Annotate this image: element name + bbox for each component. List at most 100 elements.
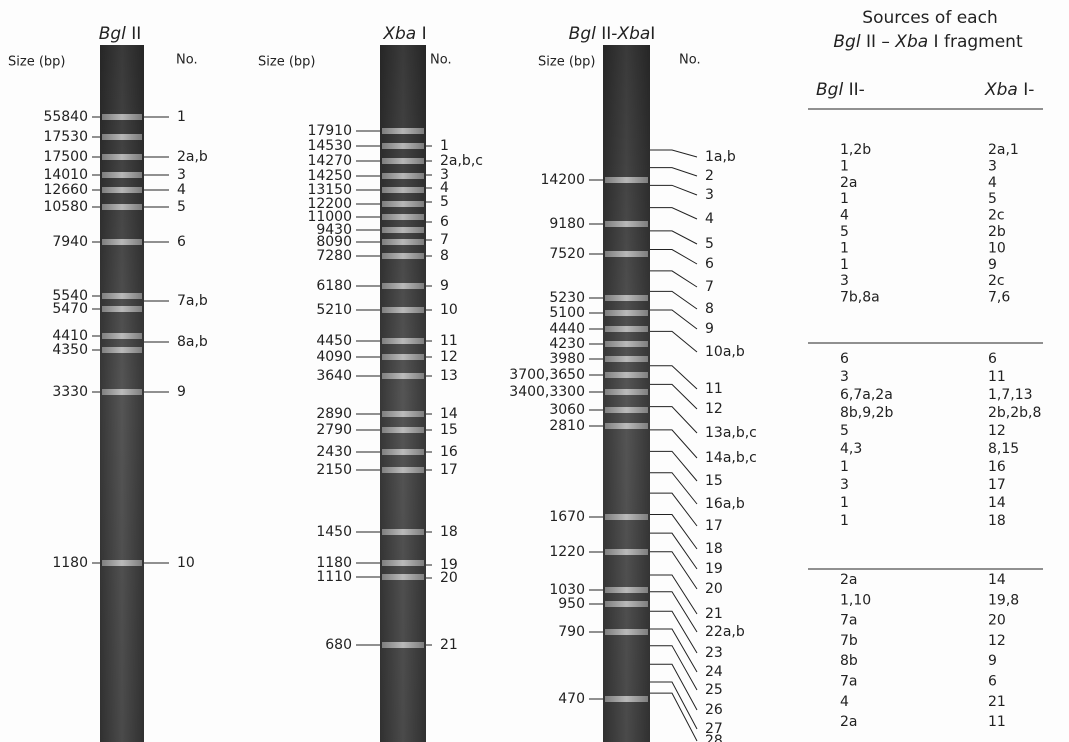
fragment-number: 5 — [440, 194, 449, 210]
size-label: 55840 — [43, 109, 88, 125]
table-cell: 2b,2b,8 — [988, 405, 1041, 421]
fragment-number: 19 — [705, 561, 723, 577]
fragment-number: 16 — [440, 444, 458, 460]
size-label: 470 — [558, 691, 585, 707]
number-header: No. — [679, 53, 701, 68]
table-cell: 14 — [988, 572, 1006, 588]
table-cell: 11 — [988, 714, 1006, 730]
fragment-number: 21 — [705, 606, 723, 622]
size-label: 3060 — [549, 402, 585, 418]
table-cell: 21 — [988, 694, 1006, 710]
number-header: No. — [430, 53, 452, 68]
table-title: Bgl II – Xba I fragment — [833, 32, 1023, 52]
table-cell: 17 — [988, 477, 1006, 493]
size-label: 5210 — [316, 302, 352, 318]
figure: Bgl IISize (bp)No.5584017530175001401012… — [0, 0, 1069, 742]
fragment-number: 8 — [705, 301, 714, 317]
fragment-number: 10 — [440, 302, 458, 318]
fragment-number: 17 — [705, 518, 723, 534]
size-label: 1180 — [52, 555, 88, 571]
fragment-number: 10 — [177, 555, 195, 571]
text-part: Bgl — [833, 32, 860, 52]
size-label: 3980 — [549, 351, 585, 367]
table-cell: 20 — [988, 613, 1006, 629]
fragment-number: 23 — [705, 645, 723, 661]
table-cell: 14 — [988, 495, 1006, 511]
table-cell: 6 — [840, 351, 849, 367]
table-cell: 1 — [840, 158, 849, 174]
table-cell: 1 — [840, 495, 849, 511]
fragment-number: 3 — [177, 167, 186, 183]
size-header: Size (bp) — [538, 55, 595, 70]
table-cell: 9 — [988, 653, 997, 669]
fragment-number: 15 — [705, 473, 723, 489]
fragment-number: 7 — [705, 279, 714, 295]
table-cell: 1 — [840, 459, 849, 475]
fragment-number: 11 — [705, 381, 723, 397]
size-label: 3400,3300 — [509, 384, 585, 400]
table-cell: 7b,8a — [840, 290, 880, 306]
size-header: Size (bp) — [258, 55, 315, 70]
text-part: I- — [1018, 80, 1035, 100]
size-label: 3640 — [316, 368, 352, 384]
column-header: Bgl II- — [816, 80, 865, 100]
text-part: Bgl — [99, 24, 126, 44]
fragment-number: 18 — [440, 524, 458, 540]
number-header: No. — [176, 53, 198, 68]
size-label: 7520 — [549, 246, 585, 262]
gel-shade — [603, 45, 650, 742]
size-label: 17910 — [307, 123, 352, 139]
fragment-number: 13a,b,c — [705, 425, 757, 441]
fragment-number: 5 — [177, 199, 186, 215]
size-label: 4450 — [316, 333, 352, 349]
table-cell: 4 — [840, 208, 849, 224]
fragment-number: 3 — [705, 187, 714, 203]
size-label: 5100 — [549, 305, 585, 321]
table-cell: 1 — [840, 191, 849, 207]
size-label: 2790 — [316, 422, 352, 438]
size-label: 790 — [558, 624, 585, 640]
fragment-number: 26 — [705, 702, 723, 718]
table-cell: 7b — [840, 633, 858, 649]
size-label: 17530 — [43, 129, 88, 145]
fragment-number: 7a,b — [177, 293, 208, 309]
fragment-number: 14 — [440, 406, 458, 422]
size-label: 2150 — [316, 462, 352, 478]
table-cell: 7a — [840, 613, 858, 629]
table-cell: 12 — [988, 423, 1006, 439]
text-part: II — [126, 24, 141, 44]
size-label: 5470 — [52, 301, 88, 317]
table-cell: 7a — [840, 674, 858, 690]
fragment-number: 25 — [705, 682, 723, 698]
text-part: II – — [861, 32, 896, 52]
table-cell: 4,3 — [840, 441, 862, 457]
table-cell: 1,7,13 — [988, 387, 1033, 403]
fragment-number: 8a,b — [177, 334, 208, 350]
fragment-number: 20 — [705, 581, 723, 597]
table-cell: 1 — [840, 240, 849, 256]
fragment-number: 1 — [177, 109, 186, 125]
table-cell: 2b — [988, 224, 1006, 240]
table-cell: 16 — [988, 459, 1006, 475]
size-label: 2890 — [316, 406, 352, 422]
fragment-number: 7 — [440, 232, 449, 248]
table-cell: 19,8 — [988, 592, 1019, 608]
size-label: 9180 — [549, 216, 585, 232]
fragment-number: 18 — [705, 541, 723, 557]
fragment-number: 6 — [440, 214, 449, 230]
table-cell: 2a — [840, 175, 858, 191]
fragment-number: 20 — [440, 570, 458, 586]
text-part: I fragment — [928, 32, 1023, 52]
fragment-number: 16a,b — [705, 496, 745, 512]
text-part: Xba — [894, 32, 928, 52]
table-cell: 10 — [988, 240, 1006, 256]
table-cell: 8b — [840, 653, 858, 669]
table-cell: 11 — [988, 369, 1006, 385]
size-label: 10580 — [43, 199, 88, 215]
size-label: 1450 — [316, 524, 352, 540]
table-cell: 3 — [988, 158, 997, 174]
table-title: Sources of each — [862, 8, 997, 28]
size-label: 680 — [325, 637, 352, 653]
table-cell: 5 — [840, 423, 849, 439]
column-header: Xba I- — [984, 80, 1034, 100]
